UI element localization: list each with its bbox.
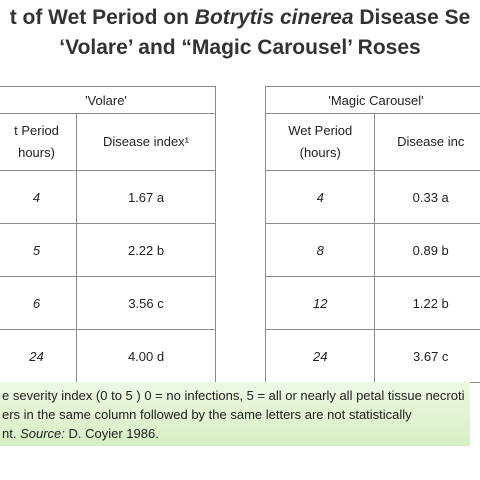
title-text: t of Wet Period on (9, 6, 195, 29)
table-cell: 4 (264, 170, 376, 224)
table-cell: 3.56 c (76, 276, 216, 330)
header-row: t Period hours) Disease index¹ (0, 113, 216, 171)
column-header: Wet Period (hours) (264, 113, 376, 171)
header-row: Wet Period (hours) Disease inc (264, 113, 480, 171)
table-caption: 'Volare' (0, 86, 216, 114)
table-cell: 0.89 b (374, 223, 480, 277)
table-cell: 24 (0, 329, 78, 383)
title-line2: ‘Volare’ and “Magic Carousel’ Roses (59, 36, 421, 59)
table-row: 5 2.22 b (0, 223, 216, 277)
footnote-italic: Source: (20, 426, 65, 441)
footnote-text: D. Coyier 1986. (64, 426, 159, 441)
table-cell: 5 (0, 223, 78, 277)
title-text: Disease Se (353, 6, 471, 29)
caption-row: 'Magic Carousel' (265, 86, 480, 114)
table-cell: 24 (264, 329, 376, 383)
table-row: 4 0.33 a (264, 170, 480, 224)
table-cell: 2.22 b (76, 223, 216, 277)
table-row: 12 1.22 b (264, 276, 480, 330)
title-italic: Botrytis cinerea (194, 6, 354, 29)
table-cell: 4 (0, 170, 78, 224)
column-header: Disease index¹ (76, 113, 216, 171)
table-cell: 8 (264, 223, 376, 277)
column-header: Disease inc (374, 113, 480, 171)
table-row: 4 1.67 a (0, 170, 216, 224)
footnote: e severity index (0 to 5 ) 0 = no infect… (0, 382, 470, 446)
table-cell: 1.22 b (374, 276, 480, 330)
table-cell: 6 (0, 276, 78, 330)
table-caption: 'Magic Carousel' (265, 86, 480, 114)
title-line1: t of Wet Period on Botrytis cinerea Dise… (0, 6, 480, 30)
table-cell: 12 (264, 276, 376, 330)
table-row: 24 4.00 d (0, 329, 216, 383)
footnote-text: nt. (2, 426, 21, 441)
table-row: 6 3.56 c (0, 276, 216, 330)
data-table: 'Magic Carousel' Wet Period (hours) Diseas… (264, 86, 480, 383)
table-cell: 3.67 c (374, 329, 480, 383)
table-row: 8 0.89 b (264, 223, 480, 277)
table-cell: 0.33 a (374, 170, 480, 224)
footnote-line: ers in the same column followed by the s… (2, 407, 412, 422)
caption-row: 'Volare' (0, 86, 216, 114)
table-cell: 1.67 a (76, 170, 216, 224)
data-table: 'Volare' t Period hours) Disease index¹ 4 1.… (0, 86, 216, 383)
footnote-line: nt. Source: D. Coyier 1986. (2, 424, 470, 443)
footnote-line: e severity index (0 to 5 ) 0 = no infect… (2, 388, 465, 403)
table-row: 24 3.67 c (264, 329, 480, 383)
column-header: t Period hours) (0, 113, 78, 171)
table-cell: 4.00 d (76, 329, 216, 383)
